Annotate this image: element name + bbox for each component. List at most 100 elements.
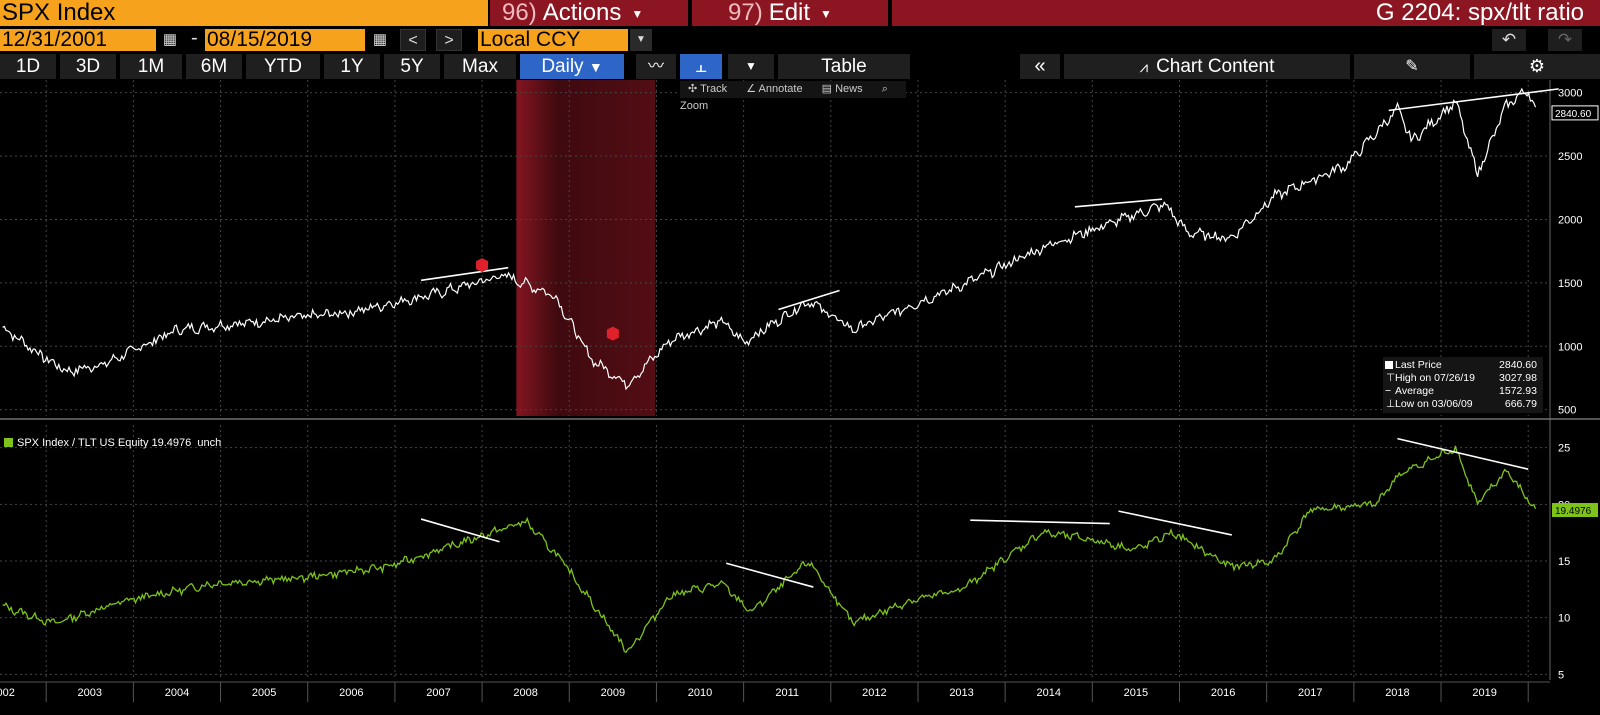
zoom-tool[interactable]: ⌕ Zoom [680, 83, 888, 112]
last-value-tag [1551, 105, 1599, 121]
y-tick-label: 25 [1558, 443, 1570, 455]
x-tick-label: 2005 [252, 687, 276, 699]
price-legend: Last Price 2840.60 ⊤ High on 07/26/19 3027.… [1383, 357, 1543, 413]
average-marker-icon: − [1385, 385, 1392, 397]
prev-period-button[interactable]: < [400, 29, 426, 51]
timeframe-3d[interactable]: 3D [60, 54, 116, 79]
y-tick-label: 1500 [1558, 278, 1582, 290]
chevron-down-icon[interactable]: ▼ [630, 29, 652, 51]
edit-label: Edit [768, 0, 811, 26]
high-marker-icon: ⊤ [1386, 372, 1396, 384]
legend-high-value: 3027.98 [1499, 372, 1537, 384]
collapse-icon[interactable]: « [1020, 54, 1060, 79]
chart-content-icon: ⩘ [1139, 59, 1149, 76]
ratio-legend-change: unch [197, 437, 222, 449]
trend-annotation-line [1388, 88, 1559, 112]
calendar-icon[interactable]: ▦ [372, 31, 388, 48]
trend-annotation-line [1118, 510, 1232, 536]
y-tick-label: 15 [1558, 556, 1570, 568]
x-tick-label: 2007 [426, 687, 450, 699]
event-marker-icon [606, 326, 619, 341]
x-tick-label: 2018 [1385, 687, 1409, 699]
y-tick-label: 2000 [1558, 214, 1582, 226]
timeframe-1m[interactable]: 1M [120, 54, 182, 79]
y-tick-label: 500 [1558, 405, 1576, 417]
news-tool[interactable]: ▤ News [821, 83, 863, 95]
edit-pen-icon[interactable]: ✎ [1354, 54, 1470, 79]
last-value-tag [1552, 503, 1598, 518]
chevron-down-icon: ▼ [820, 6, 832, 21]
x-tick-label: 2003 [78, 687, 102, 699]
table-button[interactable]: Table [778, 54, 910, 79]
gear-icon[interactable]: ⚙ [1474, 54, 1600, 79]
calendar-icon[interactable]: ▦ [162, 31, 178, 48]
actions-button[interactable]: 96) Actions ▼ [490, 0, 688, 26]
track-tool[interactable]: ✣ Track [688, 83, 728, 95]
spx-price-line [2, 87, 1537, 391]
x-tick-label: 2012 [862, 687, 886, 699]
frequency-select[interactable]: Daily ▼ [520, 54, 624, 79]
chart-content-button[interactable]: ⩘ Chart Content [1064, 54, 1350, 79]
legend-swatch [1385, 361, 1393, 369]
chart-content-label: Chart Content [1156, 56, 1275, 77]
y-tick-label: 10 [1558, 613, 1570, 625]
x-tick-label: 2015 [1124, 687, 1148, 699]
trend-annotation-line [778, 289, 840, 311]
legend-average-label: Average [1395, 385, 1434, 397]
x-tick-label: 2017 [1298, 687, 1322, 699]
currency-select[interactable]: Local CCY [478, 29, 628, 51]
actions-number: 96) [502, 0, 537, 26]
date-separator: - [191, 27, 198, 49]
last-value-label: 2840.60 [1555, 109, 1592, 120]
timeframe-5y[interactable]: 5Y [384, 54, 440, 79]
chart-mini-toolbar: ✣ Track ∠ Annotate ▤ News ⌕ Zoom [680, 81, 906, 112]
line-chart-icon[interactable]: 〰 [636, 54, 676, 79]
y-tick-label: 5 [1558, 669, 1564, 681]
legend-last: Last Price 2840.60 [1385, 359, 1541, 372]
timeframe-max[interactable]: Max [444, 54, 516, 79]
x-tick-label: 2006 [339, 687, 363, 699]
x-tick-label: 2013 [949, 687, 973, 699]
next-period-button[interactable]: > [436, 29, 462, 51]
actions-label: Actions [542, 0, 622, 26]
start-date-field[interactable]: 12/31/2001 [0, 29, 156, 51]
legend-swatch [4, 438, 13, 447]
legend-last-value: 2840.60 [1499, 359, 1537, 371]
x-tick-label: 2016 [1211, 687, 1235, 699]
end-date-field[interactable]: 08/15/2019 [205, 29, 365, 51]
redo-icon[interactable]: ↷ [1548, 29, 1582, 51]
timeframe-ytd[interactable]: YTD [246, 54, 320, 79]
trend-annotation-line [420, 518, 500, 543]
timeframe-1y[interactable]: 1Y [324, 54, 380, 79]
y-tick-label: 1000 [1558, 341, 1582, 353]
chevron-down-icon[interactable]: ▼ [728, 54, 774, 79]
chart-canvas[interactable]: 500100015002000250030005101520252840.601… [0, 80, 1600, 715]
trend-annotation-line [420, 266, 509, 282]
trend-annotation-line [1397, 437, 1529, 470]
trend-annotation-line [725, 562, 814, 588]
chevron-down-icon: ▼ [588, 59, 603, 75]
legend-high: ⊤ High on 07/26/19 3027.98 [1385, 372, 1541, 385]
y-tick-label: 3000 [1558, 88, 1582, 100]
x-tick-label: 2019 [1472, 687, 1496, 699]
legend-low-value: 666.79 [1504, 398, 1537, 410]
last-value-label: 19.4976 [1555, 506, 1592, 517]
annotate-tool[interactable]: ∠ Annotate [746, 83, 803, 95]
edit-button[interactable]: 97) Edit ▼ [692, 0, 888, 26]
bar-chart-icon[interactable]: ⫠ [680, 54, 722, 79]
chevron-down-icon: ▼ [631, 6, 644, 21]
ratio-legend: SPX Index / TLT US Equity 19.4976 unch [0, 436, 221, 450]
recession-shading [516, 80, 656, 416]
timeframe-6m[interactable]: 6M [186, 54, 242, 79]
ratio-legend-value: 19.4976 [151, 437, 192, 449]
ratio-line [2, 445, 1537, 654]
low-marker-icon: ⊥ [1386, 398, 1396, 410]
timeframe-1d[interactable]: 1D [0, 54, 56, 79]
frequency-label: Daily [541, 56, 584, 77]
event-marker-icon [476, 258, 489, 273]
undo-icon[interactable]: ↶ [1492, 29, 1526, 51]
security-title[interactable]: SPX Index [0, 0, 488, 26]
legend-average-value: 1572.93 [1499, 385, 1537, 397]
legend-average: − Average 1572.93 [1385, 385, 1541, 398]
trend-annotation-line [1074, 198, 1163, 208]
